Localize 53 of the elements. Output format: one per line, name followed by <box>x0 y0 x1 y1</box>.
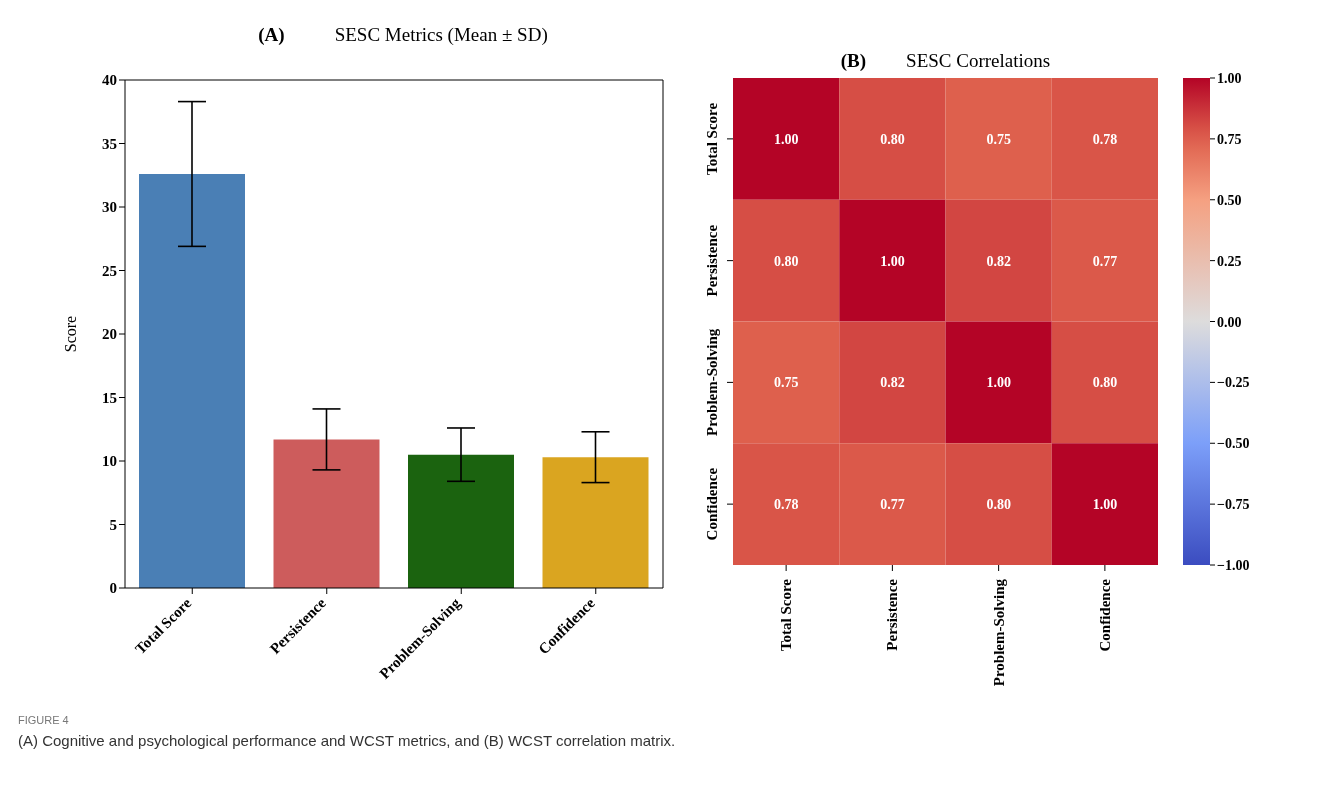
data-label: 0.77 <box>880 497 905 513</box>
y-tick-label: 5 <box>109 516 117 533</box>
data-label: 0.80 <box>880 131 905 147</box>
color-bar-label: 1.00 <box>1217 71 1242 86</box>
data-label: 0.78 <box>773 497 799 513</box>
y-tick-label: 15 <box>102 389 117 406</box>
color-bar-label: −0.75 <box>1217 497 1250 513</box>
caption: FIGURE 4 <box>18 714 70 726</box>
color-bar-label: −1.00 <box>1217 558 1250 573</box>
y-axis-title: Score <box>61 315 79 353</box>
y-tick-label: Total Score <box>704 102 720 175</box>
bar <box>273 439 380 588</box>
data-label: 0.80 <box>1092 375 1118 391</box>
data-label: 0.77 <box>1092 253 1118 269</box>
y-tick-label: 0 <box>109 580 117 597</box>
x-tick-label: Total Score <box>778 578 795 652</box>
x-tick-label: Confidence <box>1096 578 1113 652</box>
color-bar-label: 0.00 <box>1217 314 1242 330</box>
bar <box>408 454 514 588</box>
data-label: 1.00 <box>1092 497 1118 513</box>
data-label: 1.00 <box>986 375 1011 391</box>
y-tick-label: 30 <box>102 199 117 216</box>
data-label: 0.82 <box>880 375 905 391</box>
color-bar-label: 0.75 <box>1217 131 1242 147</box>
text: (B) <box>840 50 867 71</box>
color-bar-label: −0.25 <box>1217 375 1250 391</box>
y-tick-label: Persistence <box>704 224 720 297</box>
x-tick-label: Problem-Solving <box>990 578 1007 687</box>
y-tick-label: 10 <box>102 453 117 470</box>
data-label: 0.80 <box>773 253 799 269</box>
data-label: 0.82 <box>986 253 1011 269</box>
y-tick-label: 40 <box>102 72 117 89</box>
color-bar-label: −0.50 <box>1217 436 1250 452</box>
text: (A) <box>258 24 285 45</box>
y-tick-label: Problem-Solving <box>704 328 720 436</box>
x-tick-label: Persistence <box>884 578 901 651</box>
chart-title: SESC Metrics (Mean ± SD) <box>334 24 548 45</box>
data-label: 1.00 <box>880 253 905 269</box>
data-label: 0.75 <box>986 131 1011 147</box>
text: (A) Cognitive and psychological performance and WCST metrics, and (B) WCST correlation matrix. <box>18 732 676 749</box>
color-bar-label: 0.25 <box>1217 253 1242 269</box>
y-tick-label: Confidence <box>704 467 720 541</box>
data-label: 1.00 <box>773 131 799 147</box>
y-tick-label: 25 <box>102 262 117 279</box>
bar <box>542 457 649 588</box>
data-label: 0.78 <box>1092 131 1118 147</box>
data-label: 0.75 <box>773 375 799 391</box>
color-bar-label: 0.50 <box>1217 192 1242 208</box>
y-tick-label: 35 <box>102 135 117 152</box>
bar <box>139 173 245 588</box>
chart-title: SESC Correlations <box>906 50 1051 71</box>
data-label: 0.80 <box>986 497 1011 513</box>
y-tick-label: 20 <box>102 326 117 343</box>
